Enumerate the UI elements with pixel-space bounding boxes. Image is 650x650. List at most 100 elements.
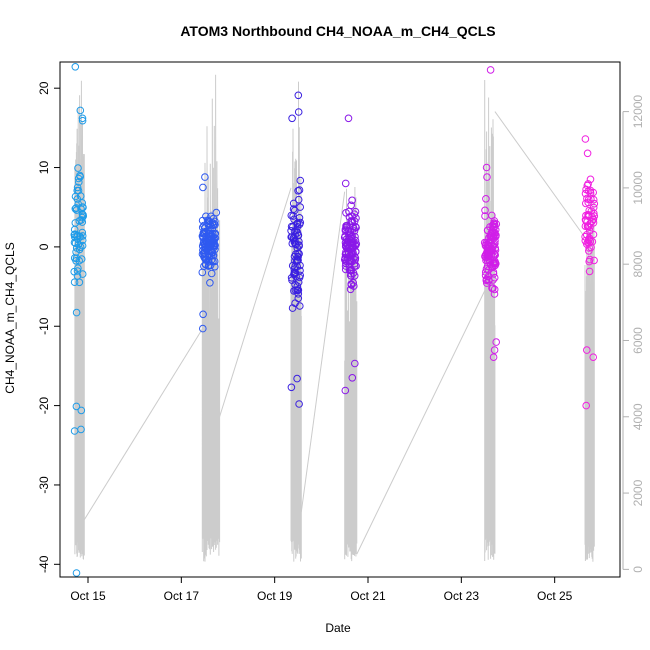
x-tick-label: Oct 21 [350, 589, 386, 603]
data-point [77, 255, 86, 263]
series-flight_3 [287, 91, 305, 408]
altitude-transit-line [219, 187, 292, 417]
data-point [75, 278, 84, 287]
data-point [342, 222, 351, 230]
data-point [492, 338, 501, 346]
data-point [70, 254, 79, 262]
data-point [585, 257, 594, 266]
series-flight_1 [70, 63, 87, 577]
y2-tick-label: 12000 [631, 95, 645, 129]
data-point [590, 209, 598, 218]
data-point [349, 279, 358, 287]
data-point [489, 276, 497, 284]
y-tick-label: -30 [37, 476, 51, 494]
data-point [201, 260, 210, 269]
data-point [350, 262, 359, 270]
series-flight_5 [480, 66, 501, 362]
data-point [586, 175, 595, 184]
data-point [292, 227, 300, 235]
data-point [350, 227, 359, 235]
altitude-flight-line [484, 79, 496, 561]
data-point [347, 201, 355, 210]
data-point [296, 203, 305, 211]
data-point [199, 324, 207, 333]
y2-tick-label: 4000 [631, 403, 645, 430]
data-point [589, 219, 598, 227]
altitude-transit-line [300, 191, 346, 513]
data-point [201, 227, 210, 236]
data-point [485, 246, 493, 254]
data-point [290, 206, 299, 215]
data-point [485, 277, 493, 285]
data-point [590, 256, 598, 265]
data-point [583, 149, 592, 158]
data-point [78, 210, 87, 218]
data-point [490, 273, 499, 282]
data-point [489, 268, 498, 276]
data-point [588, 217, 597, 225]
data-point [72, 308, 81, 317]
data-point [291, 231, 299, 239]
data-point [491, 237, 499, 245]
data-point [290, 238, 299, 246]
data-point [293, 282, 302, 291]
data-point [76, 243, 85, 251]
series-flight_6 [581, 135, 599, 410]
data-point [294, 91, 303, 100]
data-point [589, 195, 598, 204]
data-point [481, 252, 489, 261]
data-point [294, 195, 303, 204]
data-point [486, 251, 494, 260]
data-point [74, 164, 82, 172]
data-point [481, 268, 490, 276]
data-point [76, 192, 85, 200]
data-point [482, 195, 490, 203]
data-point [73, 267, 82, 275]
series-flight_2 [198, 173, 221, 333]
data-point [201, 173, 209, 181]
data-point [202, 245, 210, 253]
data-point [211, 217, 219, 226]
x-axis-label: Date [325, 621, 351, 635]
data-point [482, 253, 490, 262]
data-point [491, 259, 500, 267]
data-point [483, 173, 491, 181]
data-point [481, 271, 490, 280]
plot-frame [59, 61, 621, 578]
data-point [74, 174, 83, 183]
data-point [289, 205, 298, 213]
data-point [347, 217, 355, 225]
data-point [78, 236, 87, 244]
data-point [287, 383, 296, 392]
data-point [589, 188, 598, 197]
y-axis-label: CH4_NOAA_m_CH4_QCLS [3, 242, 17, 393]
y2-tick-label: 2000 [631, 479, 645, 506]
data-point [205, 253, 214, 261]
data-point [199, 183, 207, 192]
y2-tick-label: 6000 [631, 327, 645, 354]
data-point [585, 267, 594, 276]
data-point [207, 269, 216, 278]
data-point [295, 242, 303, 250]
x-tick-label: Oct 17 [164, 589, 200, 603]
data-point [75, 178, 83, 186]
chart-title: ATOM3 Northbound CH4_NOAA_m_CH4_QCLS [180, 23, 495, 39]
points-layer [70, 63, 599, 577]
data-point [341, 225, 350, 234]
data-point [74, 200, 82, 208]
x-tick-label: Oct 15 [70, 589, 106, 603]
data-point [348, 374, 357, 382]
y-tick-label: -10 [37, 317, 51, 335]
data-point [351, 241, 360, 250]
data-point [481, 206, 489, 215]
data-point [290, 252, 299, 261]
data-point [71, 63, 80, 71]
data-point [490, 285, 499, 294]
series-flight_4 [340, 114, 361, 395]
data-point [588, 213, 596, 221]
data-point [585, 244, 593, 252]
data-point [70, 278, 79, 287]
altitude-flight-line [584, 192, 595, 562]
data-point [588, 237, 597, 246]
data-point [581, 237, 590, 245]
